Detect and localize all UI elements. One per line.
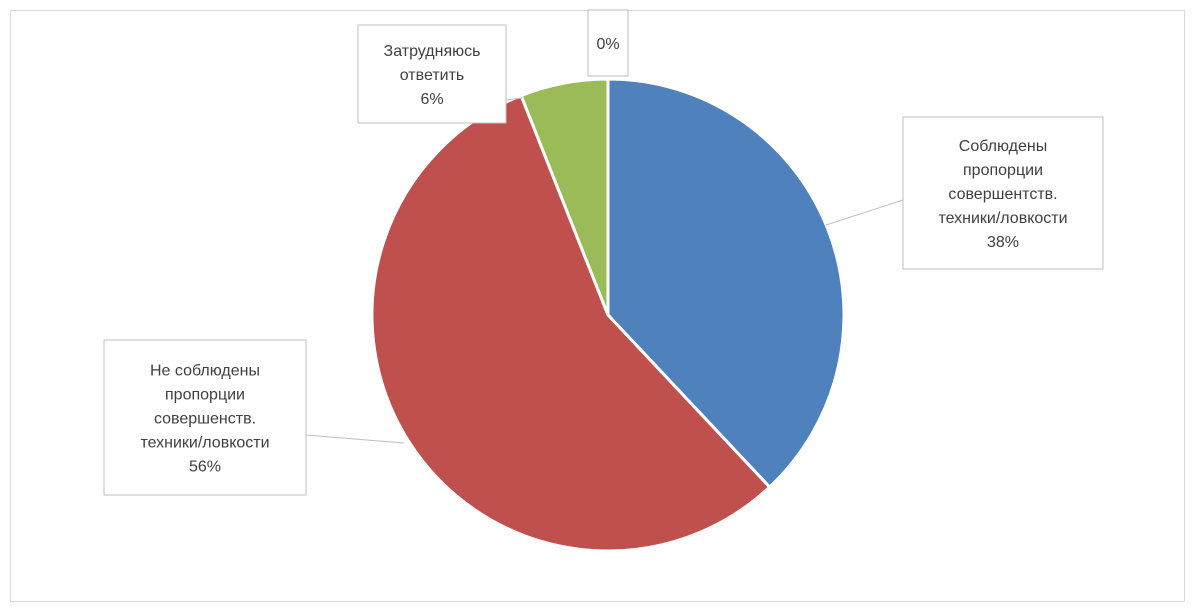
data-label-text-2: Затрудняюсь [384, 43, 481, 60]
data-label-percent-2: 6% [420, 91, 443, 108]
pie-slice-1 [370, 93, 772, 553]
callout-box-1 [103, 339, 307, 496]
data-label-text-0: пропорции [963, 162, 1043, 179]
pie-slice-2 [519, 77, 610, 316]
callout-box-0 [902, 116, 1104, 270]
callout-box-3 [587, 9, 629, 77]
data-label-text-1: техники/ловкости [140, 435, 269, 452]
data-label-text-0: техники/ловкости [938, 210, 1067, 227]
data-label-text-1: совершенств. [154, 411, 256, 428]
data-label-text-1: Не соблюдены [150, 363, 260, 380]
data-label-text-1: пропорции [165, 387, 245, 404]
data-label-text-0: совершентств. [948, 186, 1057, 203]
callout-leader-0 [825, 199, 904, 226]
data-label-percent-0: 38% [987, 234, 1019, 251]
pie-slice-0 [606, 77, 846, 490]
callout-box-2 [357, 24, 507, 124]
data-label-text-0: Соблюдены [959, 138, 1047, 155]
callout-leader-2 [505, 97, 524, 101]
data-label-text-2: ответить [400, 67, 465, 84]
callout-leader-1 [305, 434, 405, 444]
data-label-percent-3: 0% [596, 36, 619, 53]
data-label-percent-1: 56% [189, 459, 221, 476]
